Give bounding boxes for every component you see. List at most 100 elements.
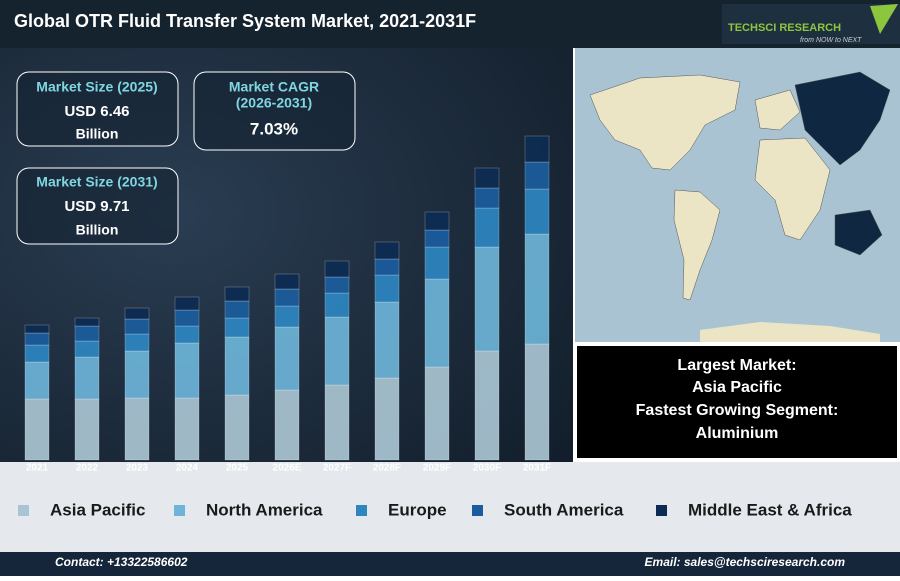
bar-segment [374,301,400,379]
bar-segment [374,274,400,303]
map [575,48,900,342]
legend: Asia Pacific North America Europe South Ame… [18,500,852,519]
legend-swatch [18,505,29,516]
footer-bar [0,552,900,576]
bar-segment [224,300,250,319]
bar-segment [174,342,200,399]
footer-contact: Contact: +13322586602 [55,555,188,569]
kpi-value: USD 6.46 [64,103,129,120]
bar-segment [124,318,150,335]
bar-segment [324,276,350,294]
kpi-box [16,167,179,245]
legend-swatch [656,505,667,516]
bar-segment [174,309,200,327]
bar-segment [524,233,550,345]
x-tick-label: 2028F [373,463,401,474]
bar-segment [74,317,100,327]
highlight-text: Aluminium [696,425,779,442]
x-tick-label: 2025 [226,463,249,474]
legend-swatch [174,505,185,516]
bar-segment [24,344,50,363]
bar-segment [74,340,100,358]
x-tick-label: 2031F [523,463,551,474]
bar-segment [524,343,550,461]
plot: 2021 2022 2023 2024 2025 2026E 2027F 2028F 2029F… [24,135,551,474]
highlight-text: Asia Pacific [692,379,782,396]
title: Global OTR Fluid Transfer System Market,… [14,11,476,31]
bar-segment [74,398,100,461]
bar-segment [74,325,100,342]
bar-segment [24,398,50,461]
legend-label: North America [206,500,323,519]
bar-segment [474,187,500,209]
bar-segment [274,273,300,290]
bar-segment [124,397,150,461]
bar-segment [24,324,50,334]
x-tick-label: 2026E [273,463,302,474]
bar-segment [124,350,150,399]
bar-segment [524,188,550,235]
kpi-box [16,71,179,147]
bar-segment [24,361,50,400]
highlight-text: Fastest Growing Segment: [636,402,839,419]
bar-segment [274,326,300,391]
bar-segment [224,317,250,338]
bar-segment [124,307,150,320]
kpi-unit: Billion [76,222,119,238]
bar-segment [224,394,250,461]
bar-segment [524,135,550,163]
legend-swatch [356,505,367,516]
bar-segment [324,316,350,386]
bar-segment [174,325,200,344]
south-america [673,189,721,301]
logo-bg [722,4,900,44]
bar-segment [524,161,550,190]
bar-segment [374,241,400,260]
bar-segment [324,260,350,278]
legend-label: Middle East & Africa [688,500,852,519]
antarctica [700,322,880,342]
africa [754,137,831,241]
bar-segment [424,278,450,368]
legend-label: Europe [388,500,447,519]
kpi-label: Market CAGR [229,79,319,95]
bar-segment [474,246,500,352]
europe [754,89,801,131]
bar-segment [474,350,500,461]
highlight-text: Largest Market: [677,357,796,374]
kpi-box [193,71,356,151]
kpi-value: 7.03% [250,119,298,138]
bar-segment [124,333,150,352]
bar-segment [374,258,400,276]
kpi-period: (2026-2031) [236,95,312,111]
x-tick-label: 2022 [76,463,99,474]
x-tick-label: 2021 [26,463,49,474]
bar-segment [424,366,450,461]
kpi-label: Market Size (2025) [36,79,157,95]
bar-segment [224,336,250,396]
bar-segment [174,397,200,461]
bar-segment [274,288,300,307]
kpi-unit: Billion [76,126,119,142]
footer-email: Email: sales@techsciresearch.com [645,555,846,569]
logo-name: TECHSCI RESEARCH [728,22,841,34]
logo-tagline: from NOW to NEXT [800,37,862,44]
north-america [589,74,741,171]
bar-segment [474,167,500,189]
x-tick-label: 2024 [176,463,199,474]
x-tick-label: 2023 [126,463,149,474]
bar-segment [424,246,450,280]
x-tick-label: 2027F [323,463,351,474]
australia [834,209,883,256]
kpi-label: Market Size (2031) [36,174,157,190]
legend-label: Asia Pacific [50,500,145,519]
logo-mark [870,4,898,34]
bar-segment [224,286,250,302]
asia [794,71,891,166]
bar-segment [274,305,300,328]
bar-segment [174,296,200,311]
bar-segment [374,377,400,461]
kpi-boxes: Market Size (2025) USD 6.46 Billion Mark… [16,71,356,245]
bar-segment [324,292,350,318]
